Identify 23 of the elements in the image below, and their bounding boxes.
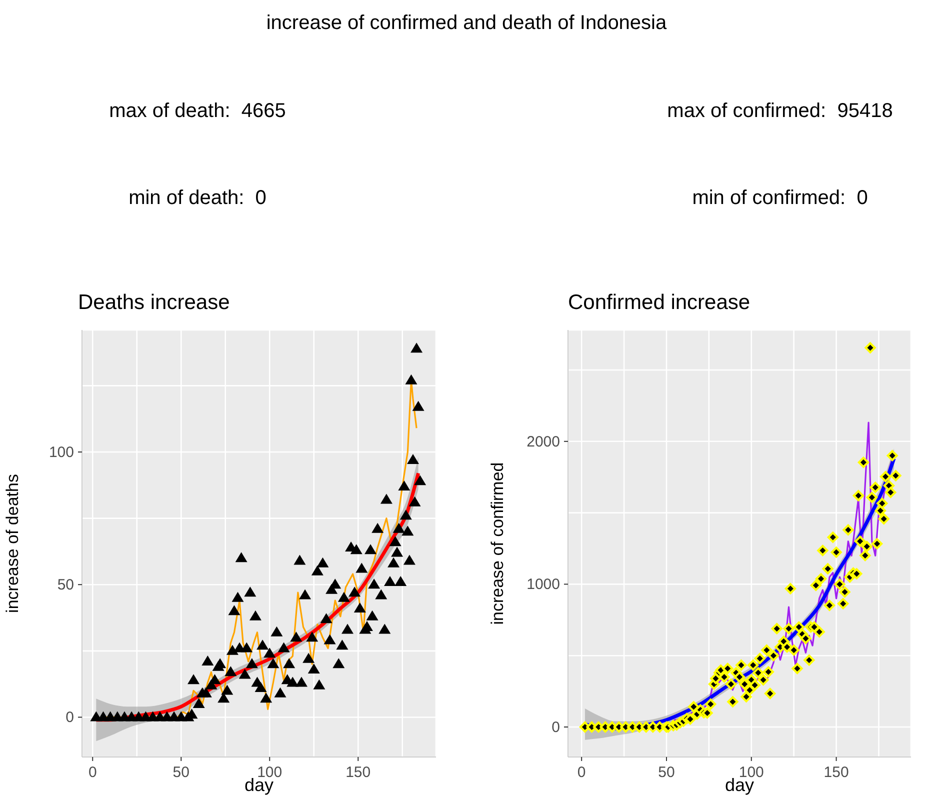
y-tick-label: 2000 — [526, 433, 560, 450]
x-tick-label: 100 — [738, 764, 764, 781]
x-tick-label: 50 — [172, 764, 190, 781]
x-tick-label: 0 — [88, 764, 97, 781]
y-tick-label: 0 — [552, 719, 560, 736]
y-tick-label: 50 — [57, 576, 74, 594]
x-tick-label: 0 — [577, 764, 586, 781]
text: min of death: 0 — [128, 187, 268, 210]
x-tick-label: 150 — [346, 764, 371, 781]
x-tick-label: 100 — [257, 764, 282, 781]
y-axis-title: increase of confirmed — [488, 462, 508, 625]
text: increase of confirmed and death of Indonesia — [265, 12, 668, 35]
x-tick-label: 50 — [658, 764, 675, 781]
y-tick-label: 1000 — [526, 576, 560, 594]
chart-title: Confirmed increase — [568, 291, 750, 315]
y-tick-label: 100 — [48, 444, 74, 461]
x-tick-label: 150 — [824, 764, 849, 781]
chart-title: Deaths increase — [78, 291, 230, 315]
y-axis-title: increase of deaths — [3, 474, 22, 613]
text: min of confirmed: 0 — [691, 187, 869, 210]
text: max of death: 4665 — [108, 100, 287, 123]
text: max of confirmed: 95418 — [666, 100, 894, 123]
y-tick-label: 0 — [66, 709, 74, 726]
